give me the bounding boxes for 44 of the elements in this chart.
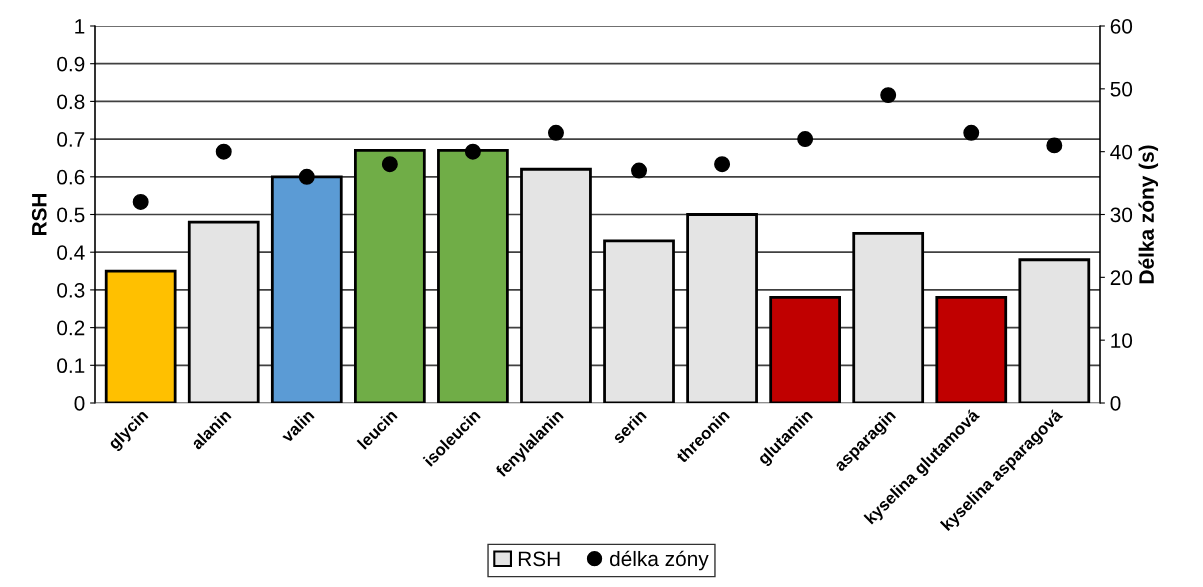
bar [354,149,426,403]
point [714,156,731,173]
bar [769,296,841,403]
y-tick-label: 0.3 [57,282,85,298]
bar [1018,258,1091,403]
bar [104,269,177,403]
bar [603,239,675,403]
y2-tick-label: 20 [1110,270,1133,286]
point [132,193,149,210]
y-tick-label: 0.5 [57,207,85,223]
y2-tick-label: 40 [1110,144,1133,160]
y-tick-label: 0.7 [57,132,85,147]
legend-label: RSH [518,551,560,567]
y-tick-label: 0 [74,396,85,411]
y2-tick-label: 50 [1110,81,1133,97]
y2-tick-label: 0 [1110,396,1121,411]
legend-label: délka zóny [609,550,709,571]
y-tick-label: 0.1 [57,358,85,374]
y-tick-label: 0.9 [57,56,85,72]
point [963,124,980,141]
bar [520,167,592,403]
bar [935,296,1008,403]
point [381,156,398,173]
point [547,124,564,141]
y-tick-label: 0.8 [57,94,85,110]
point [298,168,315,185]
point [880,87,897,104]
y2-axis-title: Délka zóny (s) [1138,145,1159,284]
bar [852,231,925,403]
bar [187,220,260,403]
y-axis-title: RSH [31,193,47,236]
y-tick-label: 0.4 [57,245,85,260]
y2-tick-label: 10 [1111,333,1133,348]
y-tick-label: 1 [75,19,85,34]
y2-tick-label: 30 [1110,207,1133,223]
point [215,143,232,160]
y2-tick-label: 60 [1110,19,1133,34]
y-tick-label: 0.6 [57,169,85,185]
bar [686,213,758,403]
y-tick-label: 0.2 [57,320,85,336]
point [797,131,814,148]
point [464,143,481,160]
point [1046,137,1063,154]
point [631,162,648,179]
